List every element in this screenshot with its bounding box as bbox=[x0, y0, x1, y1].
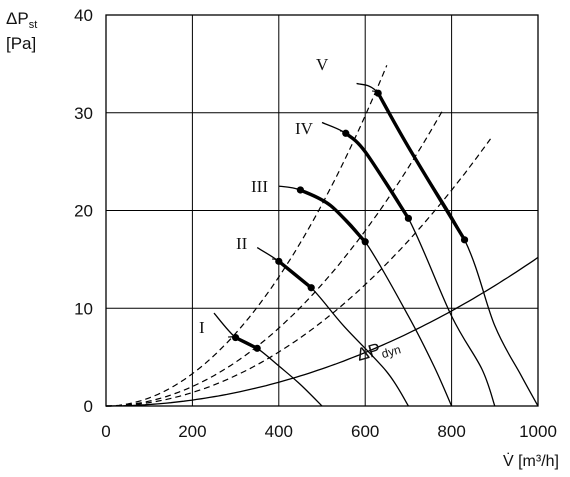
fan-curve-label: II bbox=[236, 234, 248, 253]
fan-curve-operating-range bbox=[233, 335, 259, 350]
operating-limit-point bbox=[232, 333, 240, 342]
x-tick-label: 600 bbox=[351, 422, 379, 441]
y-axis-unit: [Pa] bbox=[6, 34, 36, 53]
fan-curve-operating-range bbox=[376, 91, 467, 242]
fan-curve-iv bbox=[321, 121, 496, 407]
operating-limit-point bbox=[361, 238, 369, 246]
fan-curve-operating-range bbox=[344, 131, 411, 220]
fan-curve-operating-range bbox=[277, 259, 313, 290]
operating-limit-point bbox=[307, 284, 315, 292]
x-axis-label: V̇ [m³/h] bbox=[503, 452, 559, 470]
fan-curve-label: V bbox=[316, 55, 329, 74]
y-tick-label: 30 bbox=[74, 104, 93, 123]
dynamic-pressure-curve bbox=[106, 256, 539, 407]
operating-limit-point bbox=[253, 344, 261, 352]
operating-limit-point bbox=[404, 214, 412, 222]
x-tick-label: 400 bbox=[265, 422, 293, 441]
plot-frame bbox=[105, 14, 539, 407]
operating-limit-point bbox=[275, 257, 283, 265]
curve-label-leader bbox=[339, 130, 345, 133]
y-axis-label-main: ΔP bbox=[6, 9, 29, 28]
dynamic-pressure-label-sub: dyn bbox=[380, 342, 402, 361]
x-tick-label: 1000 bbox=[519, 422, 557, 441]
operating-limit-point bbox=[374, 89, 382, 97]
fan-curve-i bbox=[213, 312, 323, 407]
x-tick-label: 0 bbox=[101, 422, 110, 441]
y-tick-label: 0 bbox=[84, 397, 93, 416]
y-tick-label: 10 bbox=[74, 299, 93, 318]
tick-labels: 0 200 400 600 800 1000 0 10 20 30 40 bbox=[74, 6, 557, 441]
y-axis-label: ΔPst bbox=[6, 9, 37, 31]
operating-limit-point bbox=[460, 236, 469, 244]
fan-curve-label: I bbox=[199, 318, 205, 337]
operating-limit-point bbox=[296, 186, 304, 194]
fan-curve-label: IV bbox=[295, 119, 314, 138]
y-axis-label-sub: st bbox=[29, 19, 38, 31]
y-tick-label: 20 bbox=[74, 202, 93, 221]
x-tick-label: 200 bbox=[178, 422, 206, 441]
y-tick-label: 40 bbox=[74, 6, 93, 25]
operating-limit-point bbox=[342, 129, 350, 137]
system-curve-dashed bbox=[106, 138, 491, 407]
curve-label-leader bbox=[371, 90, 377, 93]
fan-curve-label: III bbox=[251, 177, 268, 196]
fan-curve-operating-range bbox=[298, 188, 367, 244]
curve-label-leader bbox=[271, 258, 278, 261]
x-tick-label: 800 bbox=[437, 422, 465, 441]
system-curve-dashed bbox=[106, 109, 444, 407]
